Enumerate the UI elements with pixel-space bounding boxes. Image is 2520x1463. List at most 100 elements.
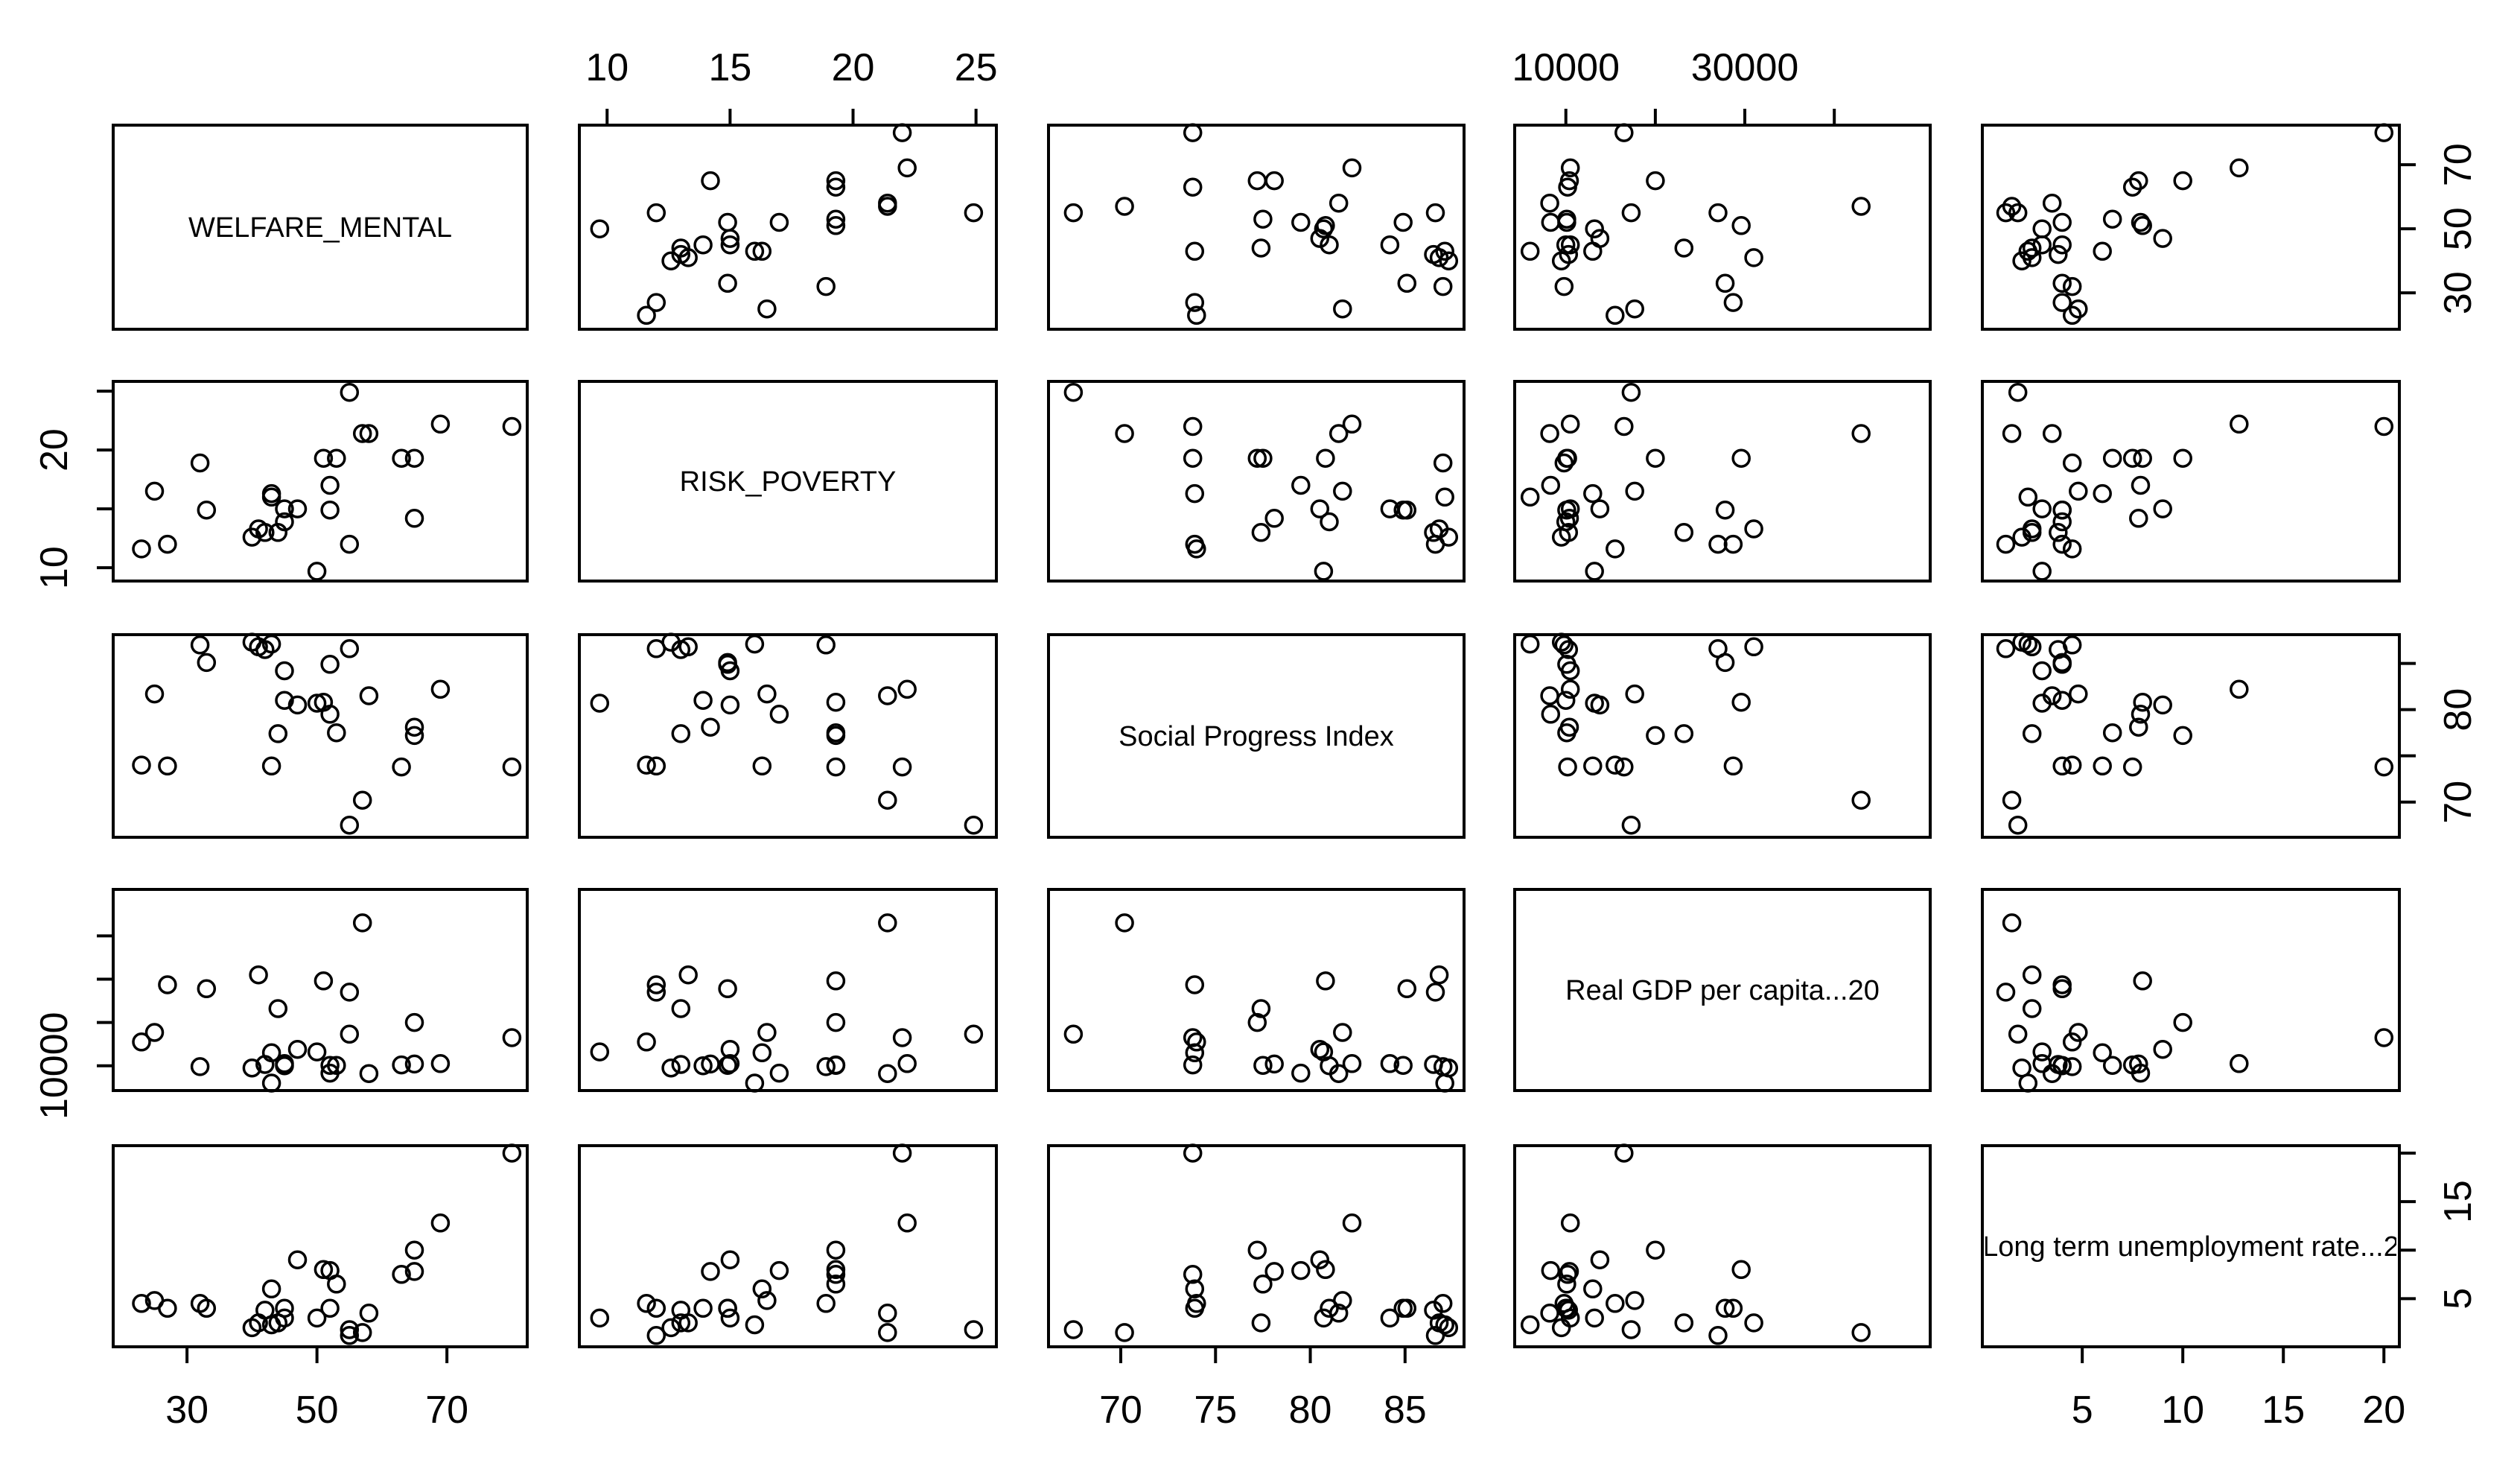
data-point bbox=[2002, 424, 2022, 443]
data-point bbox=[275, 691, 294, 710]
data-point bbox=[1425, 203, 1445, 223]
data-point bbox=[897, 1054, 917, 1073]
data-point bbox=[720, 1054, 740, 1073]
data-point bbox=[2173, 171, 2192, 191]
panel-frame-r2-c2 bbox=[1047, 633, 1466, 839]
data-point bbox=[1556, 691, 1576, 710]
data-point bbox=[1342, 1054, 1362, 1073]
data-point bbox=[1614, 757, 1634, 777]
panel-frame-r0-c4 bbox=[1981, 124, 2401, 331]
data-point bbox=[2093, 756, 2112, 776]
variable-label: Real GDP per capita...20 bbox=[1565, 975, 1880, 1006]
data-point bbox=[1063, 1320, 1084, 1339]
data-point bbox=[392, 1055, 411, 1075]
tick-label: 10 bbox=[2161, 1389, 2204, 1432]
tick-label: 15 bbox=[2262, 1389, 2305, 1432]
data-point bbox=[287, 1039, 308, 1059]
data-point bbox=[1520, 241, 1540, 261]
data-point bbox=[249, 965, 268, 985]
data-point bbox=[826, 1240, 846, 1260]
data-point bbox=[2002, 197, 2022, 216]
data-point bbox=[1744, 1313, 1763, 1333]
data-point bbox=[132, 755, 151, 775]
data-point bbox=[2052, 273, 2072, 293]
data-point bbox=[1063, 1024, 1084, 1044]
data-point bbox=[392, 757, 411, 777]
data-point bbox=[1185, 241, 1205, 261]
data-point bbox=[1744, 248, 1763, 267]
data-point bbox=[1557, 209, 1576, 229]
data-point bbox=[1715, 500, 1735, 520]
data-point bbox=[826, 1260, 846, 1280]
data-point bbox=[1541, 705, 1561, 724]
data-point bbox=[2173, 726, 2192, 746]
data-point bbox=[718, 273, 737, 293]
data-point bbox=[2062, 453, 2082, 473]
data-point bbox=[1556, 235, 1576, 255]
data-point bbox=[1393, 1056, 1413, 1075]
data-point bbox=[1425, 534, 1445, 554]
data-point bbox=[1185, 1279, 1205, 1299]
data-point bbox=[2032, 1042, 2052, 1061]
data-point bbox=[1342, 1213, 1362, 1233]
panel-frame-r0-c3 bbox=[1513, 124, 1932, 331]
data-point bbox=[826, 692, 846, 712]
tick-label: 10 bbox=[585, 46, 629, 89]
data-point bbox=[1646, 726, 1665, 746]
data-point bbox=[327, 723, 346, 743]
data-point bbox=[1996, 534, 2016, 554]
data-point bbox=[637, 305, 656, 326]
panel-frame-r0-c2 bbox=[1047, 124, 1466, 331]
data-point bbox=[2102, 209, 2122, 229]
data-point bbox=[2069, 684, 2088, 704]
data-point bbox=[144, 684, 165, 704]
outer-axes: 30 50 70 10 15 20 25 70 75 80 85 10000 30000 5 10 15 20 3… bbox=[33, 46, 2480, 1432]
data-point bbox=[1674, 238, 1694, 258]
diagonal-labels: WELFARE_MENTAL RISK_POVERTY Social Progres… bbox=[188, 212, 2396, 1263]
data-point bbox=[1557, 723, 1576, 743]
data-point bbox=[2022, 238, 2042, 258]
data-point bbox=[2032, 1054, 2052, 1073]
data-point bbox=[1320, 235, 1339, 255]
data-point bbox=[2052, 293, 2072, 312]
data-point bbox=[1183, 448, 1203, 468]
data-point bbox=[1540, 193, 1559, 213]
tick-label: 15 bbox=[708, 46, 751, 89]
data-point bbox=[2008, 203, 2028, 223]
data-point bbox=[826, 216, 846, 235]
data-point bbox=[1314, 219, 1334, 238]
data-point bbox=[745, 1315, 765, 1335]
data-point bbox=[1380, 1054, 1400, 1073]
data-point bbox=[1606, 755, 1625, 775]
data-point bbox=[1185, 1043, 1205, 1063]
data-point bbox=[197, 653, 217, 673]
data-point bbox=[637, 1294, 656, 1313]
data-point bbox=[1342, 414, 1362, 434]
data-point bbox=[2052, 653, 2072, 673]
data-point bbox=[637, 755, 656, 775]
data-point bbox=[2018, 487, 2038, 507]
tick-label: 70 bbox=[1099, 1389, 1142, 1432]
data-point bbox=[1247, 1012, 1267, 1032]
panel-frames bbox=[112, 124, 2401, 1348]
data-point bbox=[757, 1023, 777, 1042]
data-point bbox=[1253, 1275, 1273, 1294]
data-point bbox=[1185, 483, 1205, 504]
variable-label: WELFARE_MENTAL bbox=[188, 212, 452, 244]
data-point bbox=[2022, 523, 2042, 542]
tick-label: 70 bbox=[2437, 781, 2480, 824]
data-point bbox=[1583, 1279, 1603, 1299]
data-point bbox=[1646, 171, 1665, 191]
data-point bbox=[340, 382, 360, 402]
data-point bbox=[1551, 1318, 1571, 1338]
data-point bbox=[816, 1294, 836, 1313]
data-point bbox=[1425, 983, 1445, 1002]
data-point bbox=[261, 756, 281, 776]
data-point bbox=[320, 705, 340, 724]
data-point bbox=[1583, 483, 1603, 504]
data-point bbox=[964, 203, 984, 223]
data-point bbox=[826, 1056, 846, 1075]
data-point bbox=[2032, 499, 2052, 518]
data-point bbox=[340, 1326, 360, 1345]
data-point bbox=[1435, 1073, 1454, 1093]
